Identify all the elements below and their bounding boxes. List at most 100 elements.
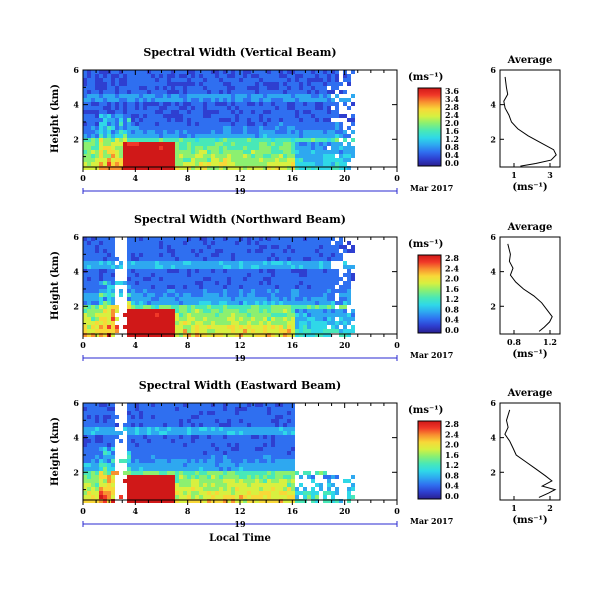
heatmap-cell [147,411,151,415]
heatmap-cell [287,301,291,305]
heatmap-cell [187,447,191,451]
heatmap-cell [319,245,323,249]
heatmap-cell [203,301,207,305]
heatmap-cell [311,237,315,241]
heatmap-cell [223,265,227,269]
heatmap-cell [183,118,187,122]
heatmap-cell [239,162,243,166]
heatmap-cell [203,487,207,491]
heatmap-cell [167,479,171,483]
heatmap-cell [155,313,159,317]
heatmap-cell [283,471,287,475]
heatmap-cell [159,427,163,431]
heatmap-cell [135,407,139,411]
heatmap-cell [339,122,343,126]
heatmap-cell [331,237,335,241]
heatmap-cell [299,273,303,277]
heatmap-cell [279,301,283,305]
heatmap [83,237,355,337]
heatmap-cell [151,483,155,487]
heatmap-cell [215,134,219,138]
heatmap-cell [99,158,103,162]
heatmap-cell [123,110,127,114]
heatmap-cell [131,333,135,337]
heatmap-cell [291,431,295,435]
heatmap-cell [331,82,335,86]
heatmap-cell [151,431,155,435]
heatmap-cell [343,138,347,142]
heatmap-cell [231,419,235,423]
heatmap-cell [307,102,311,106]
heatmap-cell [275,94,279,98]
heatmap-cell [219,110,223,114]
heatmap-cell [83,94,87,98]
heatmap-cell [175,431,179,435]
day-label: 19 [234,353,246,363]
heatmap-cell [323,82,327,86]
heatmap-cell [191,110,195,114]
heatmap-cell [227,249,231,253]
heatmap-cell [203,237,207,241]
heatmap-cell [231,86,235,90]
heatmap-cell [135,325,139,329]
heatmap-cell [303,487,307,491]
heatmap-cell [295,305,299,309]
heatmap-cell [275,78,279,82]
heatmap-cell [87,78,91,82]
heatmap-cell [203,74,207,78]
heatmap-cell [227,70,231,74]
heatmap-cell [271,138,275,142]
heatmap-cell [279,253,283,257]
heatmap-cell [219,74,223,78]
heatmap-cell [139,261,143,265]
heatmap-cell [159,253,163,257]
heatmap-cell [127,329,131,333]
heatmap-cell [259,261,263,265]
heatmap-cell [247,146,251,150]
heatmap-cell [315,491,319,495]
heatmap-cell [315,154,319,158]
heatmap-cell [99,78,103,82]
heatmap-cell [91,419,95,423]
heatmap-cell [335,313,339,317]
heatmap-cell [267,491,271,495]
avg-y-tick-label: 2 [490,467,496,477]
heatmap-cell [303,130,307,134]
heatmap-cell [243,289,247,293]
heatmap-cell [223,483,227,487]
heatmap-cell [187,403,191,407]
heatmap-cell [223,249,227,253]
heatmap-cell [275,281,279,285]
heatmap-cell [139,146,143,150]
heatmap-cell [331,475,335,479]
heatmap-cell [319,297,323,301]
heatmap-cell [227,403,231,407]
heatmap-cell [279,467,283,471]
heatmap-cell [223,301,227,305]
heatmap-cell [307,130,311,134]
x-tick-label: 12 [234,340,245,350]
heatmap-cell [279,241,283,245]
heatmap-cell [275,154,279,158]
heatmap-cell [151,253,155,257]
heatmap-cell [187,285,191,289]
heatmap-cell [103,487,107,491]
heatmap-cell [167,130,171,134]
heatmap-cell [143,419,147,423]
heatmap-cell [167,74,171,78]
heatmap-cell [131,471,135,475]
heatmap-cell [271,130,275,134]
heatmap-cell [231,273,235,277]
heatmap-cell [263,94,267,98]
x-tick-label: 8 [185,173,191,183]
heatmap-cell [103,110,107,114]
heatmap-cell [95,455,99,459]
heatmap-cell [311,86,315,90]
heatmap-cell [143,403,147,407]
heatmap-cell [295,110,299,114]
heatmap-cell [107,407,111,411]
heatmap-cell [315,102,319,106]
heatmap-cell [347,281,351,285]
heatmap-cell [231,253,235,257]
heatmap-cell [147,249,151,253]
